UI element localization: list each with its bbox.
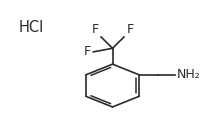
Text: F: F — [126, 23, 133, 36]
Text: NH₂: NH₂ — [176, 68, 200, 81]
Text: F: F — [83, 45, 90, 58]
Text: F: F — [91, 23, 98, 36]
Text: HCl: HCl — [18, 20, 43, 35]
